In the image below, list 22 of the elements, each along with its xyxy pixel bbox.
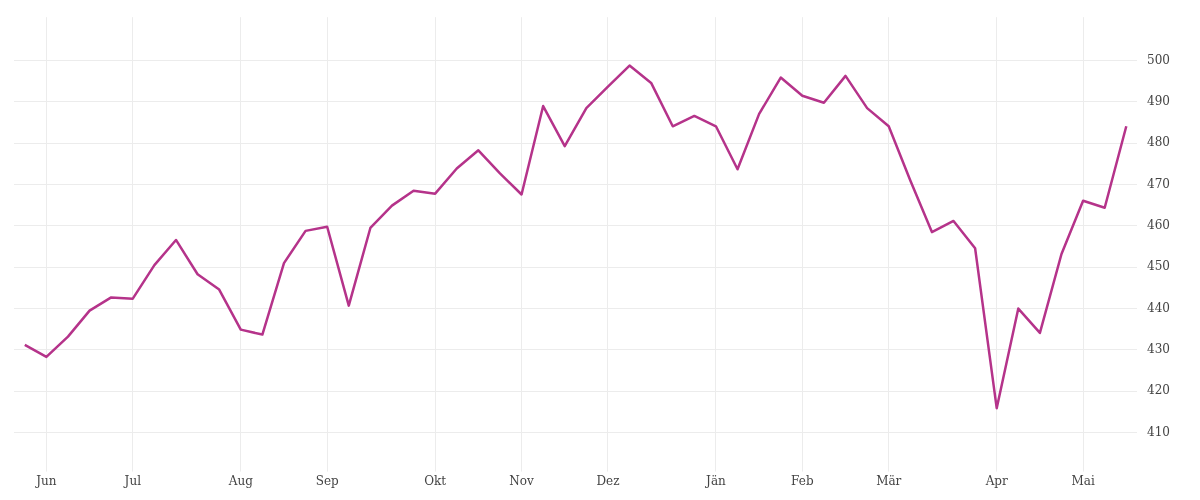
x-tick-label: Mai [1071,473,1095,488]
y-tick-label: 410 [1147,424,1170,439]
y-tick-label: 450 [1147,259,1170,274]
y-tick-label: 470 [1147,176,1170,191]
y-tick-label: 500 [1147,52,1170,67]
y-tick-label: 430 [1147,342,1170,357]
y-tick-label: 460 [1147,218,1170,233]
y-tick-label: 490 [1147,94,1170,109]
x-tick-label: Sep [315,473,339,488]
x-tick-label: Aug [227,473,254,488]
x-tick-label: Nov [509,473,535,488]
y-tick-label: 440 [1147,300,1170,315]
x-tick-label: Jul [122,473,142,488]
x-tick-label: Dez [596,473,620,488]
y-tick-label: 480 [1147,135,1170,150]
x-tick-label: Jän [704,473,727,488]
x-tick-label: Okt [424,473,447,488]
x-tick-label: Feb [791,473,814,488]
y-tick-label: 420 [1147,383,1170,398]
x-tick-label: Apr [984,473,1009,488]
x-tick-label: Mär [876,473,902,488]
x-tick-label: Jun [34,473,57,488]
